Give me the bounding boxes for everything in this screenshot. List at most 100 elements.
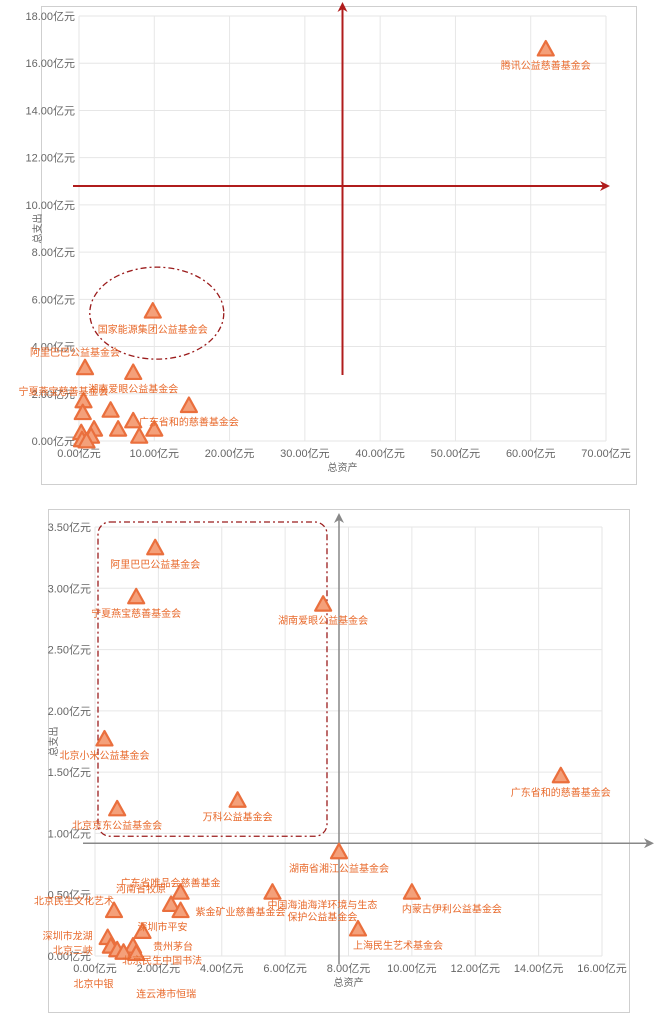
y-tick-label: 2.50亿元 xyxy=(48,644,91,657)
data-label: 内蒙古伊利公益基金会 xyxy=(402,902,502,915)
data-label: 紫金矿业慈善基金会 xyxy=(196,906,286,919)
x-tick-label: 2.00亿元 xyxy=(137,962,180,975)
data-point[interactable] xyxy=(329,842,349,860)
data-point[interactable] xyxy=(171,883,190,900)
highlight-rectangle xyxy=(97,521,328,837)
y-tick-label: 14.00亿元 xyxy=(25,104,75,117)
highlight-ellipse xyxy=(89,266,225,360)
data-point[interactable] xyxy=(114,943,133,960)
y-tick-label: 10.00亿元 xyxy=(25,199,75,212)
data-label: 万科公益基金会 xyxy=(203,810,273,823)
data-label: 北京民生中国书法 xyxy=(122,954,202,967)
y-tick-label: 3.00亿元 xyxy=(48,582,91,595)
x-tick-label: 16.00亿元 xyxy=(577,962,627,975)
data-label: 宁夏燕宝慈善基金会 xyxy=(19,385,109,398)
y-axis-title: 总支出 xyxy=(31,214,44,244)
data-point[interactable] xyxy=(348,919,368,937)
data-point[interactable] xyxy=(95,729,114,747)
data-label: 广东省和的慈善基金会 xyxy=(511,786,611,799)
data-point[interactable] xyxy=(104,901,124,919)
data-point[interactable] xyxy=(161,895,181,913)
y-tick-label: 0.50亿元 xyxy=(48,889,91,902)
data-point[interactable] xyxy=(77,431,96,449)
data-label: 深圳市平安 xyxy=(138,920,188,933)
data-label: 北京民生文化艺术 xyxy=(34,895,114,908)
data-label: 湖南省湘江公益基金会 xyxy=(289,862,389,875)
x-axis-title: 总资产 xyxy=(334,976,364,989)
data-point[interactable] xyxy=(127,587,146,605)
data-label: 河南省牧原 xyxy=(116,883,166,896)
data-label: 宁夏燕宝慈善基金会 xyxy=(91,607,181,620)
data-label: 北京小米公益基金会 xyxy=(60,749,150,762)
data-point[interactable] xyxy=(402,883,421,900)
data-point[interactable] xyxy=(108,799,127,817)
data-point[interactable] xyxy=(127,944,146,962)
y-axis-title: 总支出 xyxy=(47,727,60,757)
data-point[interactable] xyxy=(179,396,199,414)
scatter-chart-all xyxy=(41,6,637,485)
data-label: 北京三峡 xyxy=(53,944,93,957)
data-label: 广东省和的慈善基金会 xyxy=(139,416,239,429)
y-tick-label: 0.00亿元 xyxy=(32,435,75,448)
data-label: 阿里巴巴公益基金会 xyxy=(110,558,200,571)
data-point[interactable] xyxy=(133,922,152,939)
x-tick-label: 0.00亿元 xyxy=(57,447,100,460)
y-tick-label: 2.00亿元 xyxy=(32,388,75,401)
data-label: 腾讯公益慈善基金会 xyxy=(501,59,591,72)
x-tick-label: 30.00亿元 xyxy=(280,447,330,460)
data-label: 阿里巴巴公益基金会 xyxy=(30,346,120,359)
data-point[interactable] xyxy=(263,883,282,900)
data-point[interactable] xyxy=(314,595,333,612)
x-tick-label: 20.00亿元 xyxy=(205,447,255,460)
data-point[interactable] xyxy=(228,791,247,808)
y-tick-label: 3.50亿元 xyxy=(48,521,91,534)
data-point[interactable] xyxy=(124,411,143,429)
data-point[interactable] xyxy=(171,901,190,919)
x-tick-label: 10.00亿元 xyxy=(387,962,437,975)
x-tick-label: 4.00亿元 xyxy=(200,962,243,975)
data-point[interactable] xyxy=(75,358,95,376)
data-label: 广东省唯品会慈善基金 xyxy=(121,876,221,889)
x-tick-label: 50.00亿元 xyxy=(431,447,481,460)
data-label: 上海民生艺术基金会 xyxy=(353,939,443,952)
data-label: 湖南爱眼公益基金会 xyxy=(88,383,178,396)
x-tick-label: 60.00亿元 xyxy=(506,447,556,460)
data-label: 贵州茅台 xyxy=(153,940,193,953)
x-tick-label: 0.00亿元 xyxy=(73,962,116,975)
data-label: 连云港市恒瑞 xyxy=(136,988,196,1001)
data-point[interactable] xyxy=(143,302,162,319)
data-point[interactable] xyxy=(101,401,120,418)
data-point[interactable] xyxy=(146,538,165,556)
data-point[interactable] xyxy=(551,766,570,784)
data-point[interactable] xyxy=(536,39,555,57)
y-tick-label: 12.00亿元 xyxy=(25,152,75,165)
y-tick-label: 4.00亿元 xyxy=(32,341,75,354)
y-tick-label: 16.00亿元 xyxy=(25,57,75,70)
x-tick-label: 70.00亿元 xyxy=(581,447,631,460)
data-label: 北京京东公益基金会 xyxy=(72,819,162,832)
data-label: 国家能源集团公益基金会 xyxy=(98,323,208,336)
x-tick-label: 40.00亿元 xyxy=(355,447,405,460)
x-tick-label: 10.00亿元 xyxy=(130,447,180,460)
y-tick-label: 6.00亿元 xyxy=(32,293,75,306)
x-tick-label: 14.00亿元 xyxy=(514,962,564,975)
y-tick-label: 8.00亿元 xyxy=(32,246,75,259)
data-label: 湖南爱眼公益基金会 xyxy=(278,614,368,627)
y-tick-label: 0.00亿元 xyxy=(48,950,91,963)
y-tick-label: 2.00亿元 xyxy=(48,705,91,718)
data-point[interactable] xyxy=(109,420,128,437)
y-tick-label: 18.00亿元 xyxy=(25,10,75,23)
x-tick-label: 8.00亿元 xyxy=(327,962,370,975)
data-label: 深圳市龙湖 xyxy=(43,930,93,943)
data-point[interactable] xyxy=(124,363,143,381)
data-point[interactable] xyxy=(73,403,92,421)
x-tick-label: 6.00亿元 xyxy=(263,962,306,975)
x-tick-label: 12.00亿元 xyxy=(450,962,500,975)
y-tick-label: 1.00亿元 xyxy=(48,827,91,840)
data-point[interactable] xyxy=(145,420,164,437)
data-point[interactable] xyxy=(130,427,149,444)
y-tick-label: 1.50亿元 xyxy=(48,766,91,779)
data-label: 北京中银 xyxy=(74,977,114,990)
x-axis-title: 总资产 xyxy=(328,461,358,474)
